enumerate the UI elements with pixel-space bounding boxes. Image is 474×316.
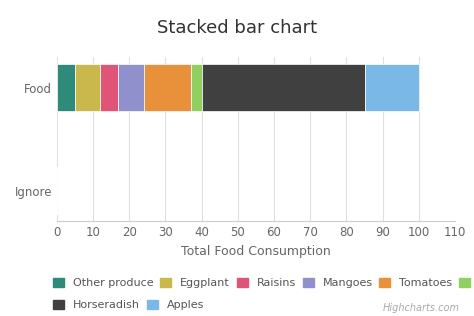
Bar (201, 64, 365, 111)
Bar (57, 64, 75, 111)
Bar (100, 64, 118, 111)
Legend: Horseradish, Apples: Horseradish, Apples (53, 300, 204, 310)
Bar (118, 64, 144, 111)
Text: Highcharts.com: Highcharts.com (383, 303, 460, 313)
Text: Stacked bar chart: Stacked bar chart (157, 19, 317, 37)
Legend: Other produce, Eggplant, Raisins, Mangoes, Tomatoes, Figs: Other produce, Eggplant, Raisins, Mangoe… (53, 278, 474, 288)
Bar (144, 64, 191, 111)
Bar (75, 64, 100, 111)
X-axis label: Total Food Consumption: Total Food Consumption (181, 245, 331, 258)
Bar (191, 64, 201, 111)
Bar (365, 64, 419, 111)
